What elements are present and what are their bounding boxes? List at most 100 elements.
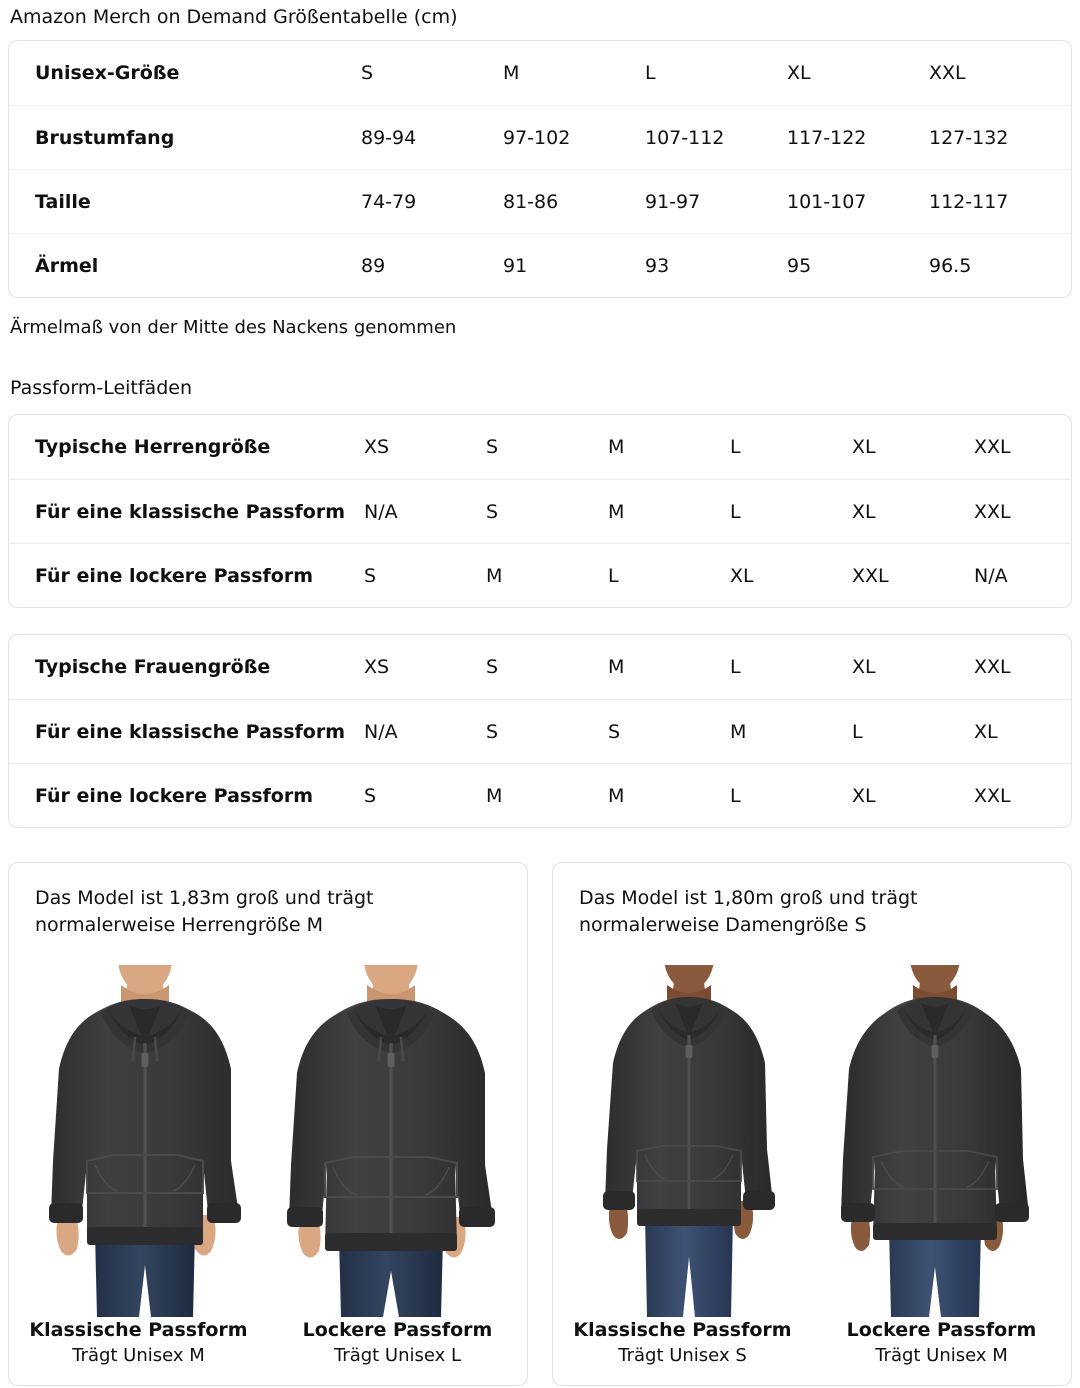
row-label: Taille <box>35 190 91 213</box>
table-row: Typische Herrengröße XS S M L XL XXL <box>9 415 1071 479</box>
cell-value: XL <box>852 436 876 458</box>
cell-value: M <box>503 62 520 84</box>
cell-value: XXL <box>974 656 1011 678</box>
cell-value: S <box>486 500 499 523</box>
table-row: Für eine lockere Passform S M L XL XXL N… <box>9 543 1071 607</box>
cell-value: S <box>364 784 377 807</box>
fit-name: Klassische Passform <box>573 1319 792 1341</box>
cell-value: 74-79 <box>361 190 417 213</box>
row-label: Für eine klassische Passform <box>35 720 346 743</box>
female-model-card: Das Model ist 1,80m groß und trägt norma… <box>552 862 1072 1386</box>
table-row: Für eine lockere Passform S M M L XL XXL <box>9 763 1071 827</box>
cell-value: 89 <box>361 254 386 277</box>
table-row: Unisex-Größe S M L XL XXL <box>9 41 1071 105</box>
row-label: Brustumfang <box>35 126 175 149</box>
female-classic-hoodie-illustration <box>603 965 775 1317</box>
cell-value: M <box>486 784 503 807</box>
cell-value: 107-112 <box>645 126 725 149</box>
cell-value: L <box>852 720 863 743</box>
row-label: Für eine lockere Passform <box>35 564 314 587</box>
mens-fit-table: Typische Herrengröße XS S M L XL XXL Für… <box>8 414 1072 608</box>
fit-size: Trägt Unisex S <box>618 1345 747 1366</box>
row-label: Ärmel <box>35 254 99 277</box>
cell-value: XXL <box>974 500 1011 523</box>
female-classic-fit-figure <box>569 965 809 1317</box>
cell-value: 112-117 <box>929 190 1009 213</box>
cell-value: XL <box>974 720 998 743</box>
cell-value: 93 <box>645 254 670 277</box>
male-fit-labels: Klassische Passform Trägt Unisex M Locke… <box>9 1317 527 1385</box>
fit-name: Lockere Passform <box>846 1319 1037 1341</box>
cell-value: 97-102 <box>503 126 571 149</box>
cell-value: N/A <box>364 500 398 523</box>
male-relaxed-fit-figure <box>271 965 511 1317</box>
model-cards: Das Model ist 1,83m groß und trägt norma… <box>8 862 1072 1386</box>
cell-value: M <box>486 564 503 587</box>
cell-value: XXL <box>852 564 889 587</box>
male-classic-fit-label: Klassische Passform Trägt Unisex M <box>9 1317 268 1369</box>
fit-size: Trägt Unisex M <box>875 1345 1008 1366</box>
cell-value: S <box>486 436 499 458</box>
table-row: Taille 74-79 81-86 91-97 101-107 112-117 <box>9 169 1071 233</box>
cell-value: XS <box>364 656 390 678</box>
table-row: Für eine klassische Passform N/A S M L X… <box>9 479 1071 543</box>
female-figures <box>553 939 1071 1317</box>
cell-value: L <box>730 436 741 458</box>
fit-size: Trägt Unisex M <box>72 1345 205 1366</box>
table-row: Brustumfang 89-94 97-102 107-112 117-122… <box>9 105 1071 169</box>
cell-value: L <box>645 62 656 84</box>
female-relaxed-fit-label: Lockere Passform Trägt Unisex M <box>812 1317 1071 1369</box>
sleeve-measurement-note: Ärmelmaß von der Mitte des Nackens genom… <box>10 317 457 338</box>
cell-value: M <box>730 720 747 743</box>
female-model-caption: Das Model ist 1,80m groß und trägt norma… <box>579 887 918 936</box>
cell-value: S <box>486 656 499 678</box>
cell-value: XL <box>730 564 754 587</box>
fit-size: Trägt Unisex L <box>333 1345 462 1366</box>
womens-fit-table: Typische Frauengröße XS S M L XL XXL Für… <box>8 634 1072 828</box>
cell-value: XL <box>852 784 876 807</box>
male-model-card: Das Model ist 1,83m groß und trägt norma… <box>8 862 528 1386</box>
row-label: Typische Herrengröße <box>35 436 271 458</box>
row-label: Für eine lockere Passform <box>35 784 314 807</box>
cell-value: S <box>608 720 621 743</box>
male-relaxed-hoodie-illustration <box>287 965 495 1317</box>
female-relaxed-hoodie-illustration <box>841 965 1029 1317</box>
cell-value: L <box>608 564 619 587</box>
row-label: Unisex-Größe <box>35 62 180 84</box>
cell-value: M <box>608 500 625 523</box>
cell-value: 127-132 <box>929 126 1009 149</box>
row-label: Für eine klassische Passform <box>35 500 346 523</box>
fit-name: Lockere Passform <box>302 1319 493 1341</box>
cell-value: S <box>364 564 377 587</box>
cell-value: 89-94 <box>361 126 417 149</box>
page-title: Amazon Merch on Demand Größentabelle (cm… <box>10 6 458 28</box>
table-row: Typische Frauengröße XS S M L XL XXL <box>9 635 1071 699</box>
cell-value: N/A <box>974 564 1008 587</box>
cell-value: L <box>730 656 741 678</box>
cell-value: M <box>608 436 625 458</box>
cell-value: S <box>361 62 374 84</box>
female-relaxed-fit-figure <box>815 965 1055 1317</box>
row-label: Typische Frauengröße <box>35 656 271 678</box>
male-model-caption: Das Model ist 1,83m groß und trägt norma… <box>35 887 374 936</box>
male-figures <box>9 939 527 1317</box>
cell-value: 91 <box>503 254 528 277</box>
cell-value: M <box>608 784 625 807</box>
cell-value: M <box>608 656 625 678</box>
unisex-size-table: Unisex-Größe S M L XL XXL Brustumfang 89… <box>8 40 1072 298</box>
female-classic-fit-label: Klassische Passform Trägt Unisex S <box>553 1317 812 1369</box>
cell-value: XXL <box>974 436 1011 458</box>
fit-name: Klassische Passform <box>29 1319 248 1341</box>
cell-value: 81-86 <box>503 190 559 213</box>
male-relaxed-fit-label: Lockere Passform Trägt Unisex L <box>268 1317 527 1369</box>
cell-value: 95 <box>787 254 812 277</box>
cell-value: XL <box>852 500 876 523</box>
male-classic-hoodie-illustration <box>49 965 241 1317</box>
cell-value: XXL <box>929 62 966 84</box>
table-row: Ärmel 89 91 93 95 96.5 <box>9 233 1071 297</box>
female-fit-labels: Klassische Passform Trägt Unisex S Locke… <box>553 1317 1071 1385</box>
cell-value: S <box>486 720 499 743</box>
cell-value: 96.5 <box>929 254 972 277</box>
cell-value: 91-97 <box>645 190 701 213</box>
